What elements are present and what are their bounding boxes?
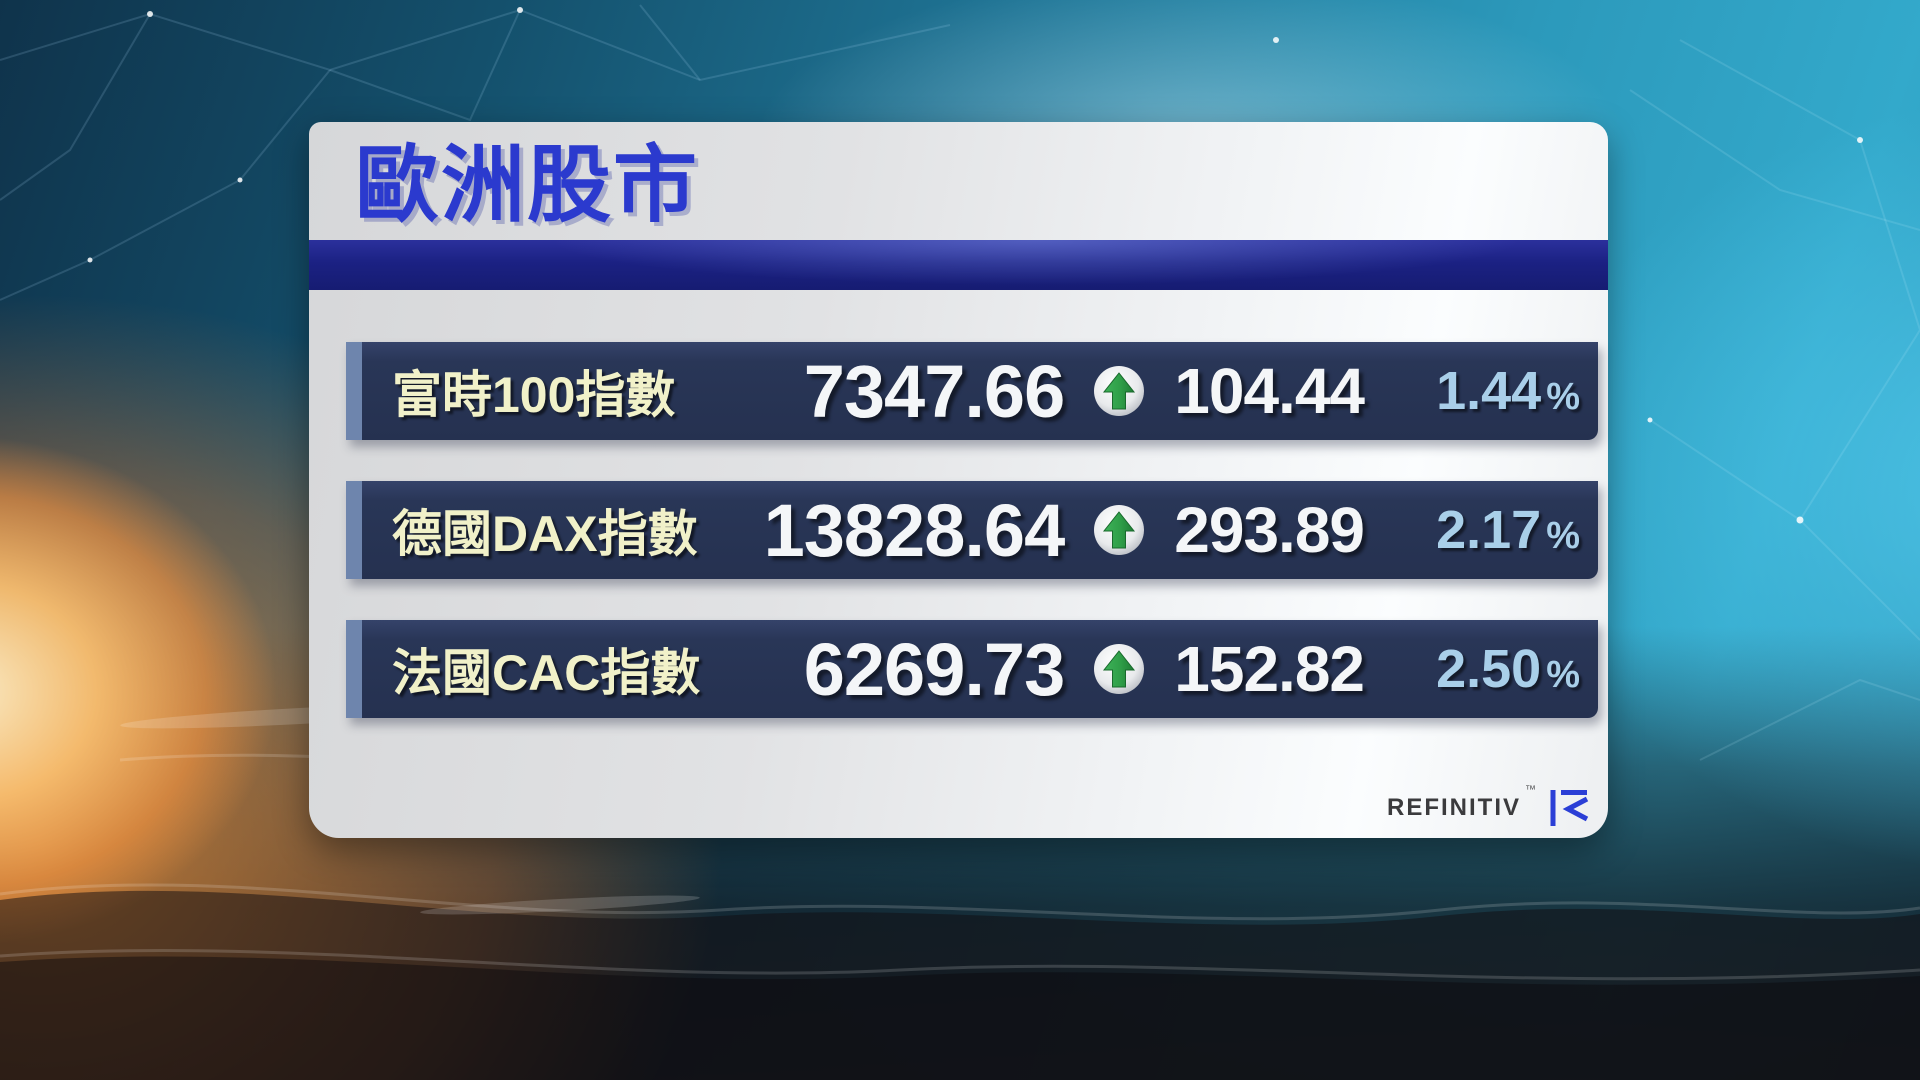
index-change: 152.82 <box>1174 633 1365 705</box>
percent-value: 2.50 <box>1436 639 1542 699</box>
header-divider-bar <box>309 240 1608 290</box>
percent-sign: % <box>1546 654 1580 696</box>
index-change: 293.89 <box>1174 494 1365 566</box>
refinitiv-branding: REFINITIV ™ <box>1386 784 1590 830</box>
row-accent-bar <box>346 481 362 579</box>
percent-sign: % <box>1546 376 1580 418</box>
percent-value: 1.44 <box>1436 361 1542 421</box>
up-arrow-icon <box>1064 504 1174 556</box>
table-row-dax: 德國DAX指數 13828.64 293.89 2.17% <box>346 481 1598 579</box>
index-name: 德國DAX指數 <box>392 506 698 562</box>
percent-sign: % <box>1546 515 1580 557</box>
up-arrow-icon <box>1064 643 1174 695</box>
market-data-panel: 歐洲股市 富時100指數 7347.66 104.44 1.44% 德國DAX指… <box>309 122 1608 838</box>
refinitiv-arrow-icon <box>1550 790 1589 826</box>
row-accent-bar <box>346 342 362 440</box>
index-rows: 富時100指數 7347.66 104.44 1.44% 德國DAX指數 138… <box>346 342 1598 718</box>
percent-value: 2.17 <box>1436 500 1542 560</box>
row-accent-bar <box>346 620 362 718</box>
trademark-symbol: ™ <box>1525 784 1536 796</box>
index-name: 富時100指數 <box>392 367 676 423</box>
page-title: 歐洲股市 <box>355 138 700 232</box>
index-change: 104.44 <box>1174 355 1365 427</box>
table-row-ftse100: 富時100指數 7347.66 104.44 1.44% <box>346 342 1598 440</box>
index-value: 6269.73 <box>803 627 1066 711</box>
index-change-percent: 2.50% <box>1364 638 1598 700</box>
brand-name: REFINITIV <box>1386 794 1521 821</box>
up-arrow-icon <box>1064 365 1174 417</box>
index-change-percent: 1.44% <box>1364 360 1598 422</box>
index-change-percent: 2.17% <box>1364 499 1598 561</box>
index-value: 7347.66 <box>803 349 1066 433</box>
index-name: 法國CAC指數 <box>392 645 701 701</box>
index-value: 13828.64 <box>763 488 1066 572</box>
table-row-cac: 法國CAC指數 6269.73 152.82 2.50% <box>346 620 1598 718</box>
